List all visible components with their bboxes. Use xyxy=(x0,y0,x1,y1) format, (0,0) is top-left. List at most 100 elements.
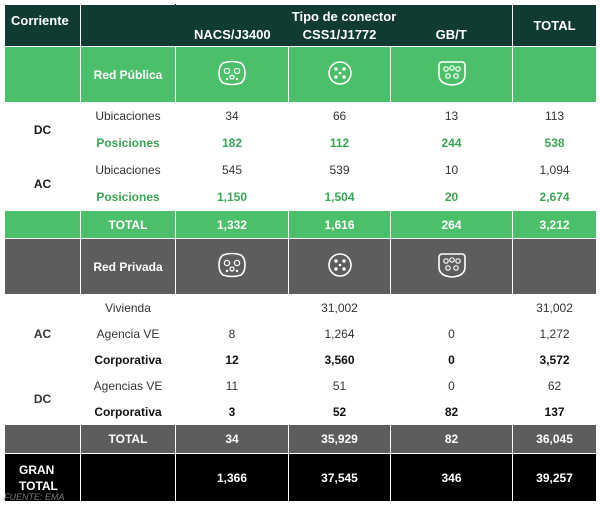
row-label: Vivienda xyxy=(80,294,176,321)
cell-total: 62 xyxy=(512,372,598,399)
private-spacer xyxy=(4,238,81,295)
cell-total: 39,257 xyxy=(512,453,598,502)
cell-ccs1: 52 xyxy=(288,398,391,425)
public-total-label: TOTAL xyxy=(80,210,176,239)
public-gbt-icon-cell xyxy=(389,46,514,103)
cell-gbt: 0 xyxy=(389,346,514,373)
cell-nacs: 12 xyxy=(175,346,289,373)
cell-nacs: 3 xyxy=(175,398,289,425)
row-label: Ubicaciones xyxy=(80,102,176,130)
public-total-row: TOTAL 1,332 1,616 264 3,212 xyxy=(4,210,598,239)
private-total-label: TOTAL xyxy=(80,424,176,454)
cell-gbt: 0 xyxy=(389,372,514,399)
ccs1-plug-icon xyxy=(327,61,352,85)
private-ac-label: AC xyxy=(4,294,81,373)
private-total-spacer-left xyxy=(4,424,81,454)
private-ac-corporativa-row: Corporativa 12 3,560 0 3,572 xyxy=(5,346,598,373)
grand-total-label-line2: TOTAL xyxy=(19,478,58,493)
cell-ccs1: 1,504 xyxy=(288,183,391,211)
cell-total: 137 xyxy=(512,398,598,425)
private-agencias-ve-row: DC Agencias VE 11 51 0 62 xyxy=(4,372,598,425)
cell-nacs: 11 xyxy=(175,372,289,399)
grand-total-label-line1: GRAN xyxy=(19,462,55,477)
private-total-row: TOTAL 34 35,929 82 36,045 xyxy=(4,424,598,454)
public-dc-posiciones-row: Posiciones 182 112 244 538 xyxy=(5,129,598,157)
public-spacer xyxy=(4,46,81,103)
header-gbt: GB/T xyxy=(435,27,467,42)
cell-total: 1,272 xyxy=(512,320,598,347)
row-label: Posiciones xyxy=(80,129,176,157)
header-blank xyxy=(80,4,176,47)
public-ac-ubicaciones-row: AC Ubicaciones 545 539 10 1,094 xyxy=(4,156,598,211)
cell-total: 3,212 xyxy=(512,210,598,239)
cell-total: 36,045 xyxy=(512,424,598,454)
header-tipo-group: Tipo de conector NACS/J3400 CSS1/J1772 G… xyxy=(174,4,514,47)
cell-nacs: 8 xyxy=(175,320,289,347)
cell-gbt: 244 xyxy=(389,129,514,157)
public-total-spacer-left xyxy=(4,210,81,239)
nacs-plug-icon xyxy=(218,60,246,86)
header-ccs1: CSS1/J1772 xyxy=(302,27,377,42)
cell-gbt: 82 xyxy=(389,424,514,454)
cell-ccs1: 539 xyxy=(288,156,391,184)
cell-total: 538 xyxy=(512,129,598,157)
private-section-row: Red Privada xyxy=(4,238,598,295)
cell-ccs1: 112 xyxy=(288,129,391,157)
cell-gbt: 346 xyxy=(389,453,514,502)
cell-ccs1: 31,002 xyxy=(288,294,391,321)
connector-table: Corriente Tipo de conector NACS/J3400 CS… xyxy=(4,4,598,502)
private-ccs1-icon-cell xyxy=(288,238,391,295)
public-dc-ubicaciones-row: DC Ubicaciones 34 66 13 113 xyxy=(4,102,598,157)
private-dc-corporativa-row: Corporativa 3 52 82 137 xyxy=(5,398,598,425)
header-row: Corriente Tipo de conector NACS/J3400 CS… xyxy=(4,4,598,47)
cell-ccs1: 51 xyxy=(288,372,391,399)
private-title: Red Privada xyxy=(80,238,176,295)
private-total-spacer xyxy=(512,238,598,295)
cell-total: 31,002 xyxy=(512,294,598,321)
cell-gbt: 0 xyxy=(389,320,514,347)
cell-nacs: 1,150 xyxy=(175,183,289,211)
cell-ccs1: 3,560 xyxy=(288,346,391,373)
cell-gbt: 10 xyxy=(389,156,514,184)
cell-gbt: 13 xyxy=(389,102,514,130)
cell-nacs: 545 xyxy=(175,156,289,184)
cell-nacs: 34 xyxy=(175,424,289,454)
gbt-plug-icon xyxy=(437,61,466,86)
cell-nacs: 1,332 xyxy=(175,210,289,239)
private-vivienda-row: AC Vivienda 31,002 31,002 xyxy=(4,294,598,373)
cell-total: 1,094 xyxy=(512,156,598,184)
header-nacs: NACS/J3400 xyxy=(194,27,271,42)
row-label: Corporativa xyxy=(80,346,176,373)
row-label: Posiciones xyxy=(80,183,176,211)
cell-nacs: 182 xyxy=(175,129,289,157)
cell-nacs: 1,366 xyxy=(175,453,289,502)
private-nacs-icon-cell xyxy=(175,238,289,295)
cell-ccs1: 1,264 xyxy=(288,320,391,347)
cell-gbt: 20 xyxy=(389,183,514,211)
private-agencia-ve-row: Agencia VE 8 1,264 0 1,272 xyxy=(5,320,598,347)
header-total: TOTAL xyxy=(512,4,598,47)
source-note: FUENTE: EMA xyxy=(4,492,65,502)
cell-gbt: 264 xyxy=(389,210,514,239)
public-ccs1-icon-cell xyxy=(288,46,391,103)
public-nacs-icon-cell xyxy=(175,46,289,103)
header-tipo-conector: Tipo de conector xyxy=(291,9,397,24)
nacs-plug-icon xyxy=(218,252,246,278)
private-dc-label: DC xyxy=(4,372,81,425)
cell-total: 3,572 xyxy=(512,346,598,373)
cell-ccs1: 35,929 xyxy=(288,424,391,454)
cell-ccs1: 66 xyxy=(288,102,391,130)
cell-total: 113 xyxy=(512,102,598,130)
private-gbt-icon-cell xyxy=(389,238,514,295)
public-section-row: Red Pública xyxy=(4,46,598,103)
cell-gbt xyxy=(389,294,514,321)
grand-total-label: GRAN TOTAL xyxy=(4,453,81,502)
cell-nacs xyxy=(175,294,289,321)
public-ac-label: AC xyxy=(4,156,81,211)
row-label: Corporativa xyxy=(80,398,176,425)
cell-ccs1: 1,616 xyxy=(288,210,391,239)
header-corriente: Corriente xyxy=(4,4,81,47)
grand-total-row: GRAN TOTAL 1,366 37,545 346 39,257 xyxy=(4,453,598,502)
row-label: Agencia VE xyxy=(80,320,176,347)
